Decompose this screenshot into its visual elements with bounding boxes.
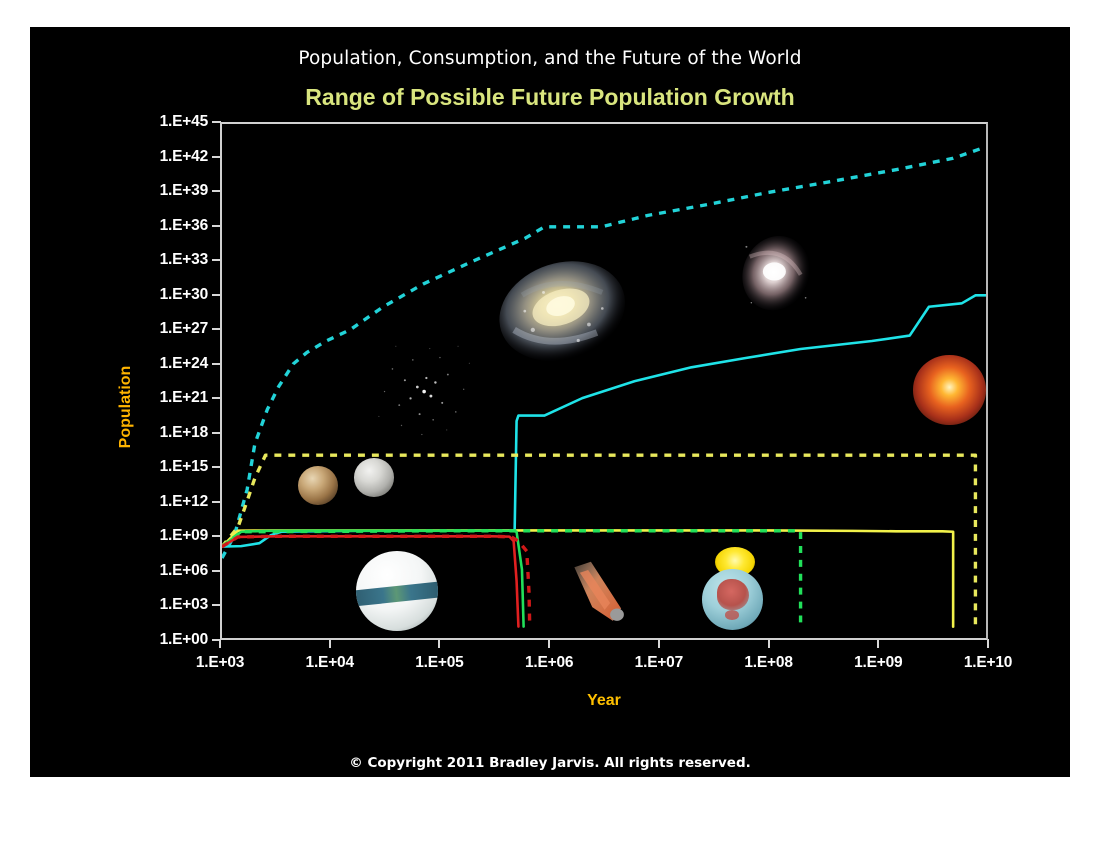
y-tick-label: 1.E+36 — [159, 216, 209, 234]
x-axis-tick — [877, 639, 880, 648]
series-moderate-growth-solid — [222, 529, 525, 628]
y-tick-label: 1.E+39 — [159, 182, 209, 200]
series-high-growth-solid — [222, 294, 986, 548]
series-layer — [222, 145, 986, 628]
y-tick-label: 1.E+21 — [159, 389, 209, 407]
y-tick-label: 1.E+15 — [159, 458, 209, 476]
x-axis-tick — [767, 639, 770, 648]
x-axis-title: Year — [587, 692, 621, 709]
y-tick-label: 1.E+00 — [159, 631, 209, 648]
spiral-galaxy-large-icon — [499, 261, 625, 362]
x-axis-tick — [987, 639, 989, 648]
x-tick-label: 1.E+06 — [524, 654, 574, 671]
x-tick-label: 1.E+07 — [634, 654, 684, 671]
y-axis-tick — [212, 604, 221, 607]
y-tick-label: 1.E+06 — [159, 561, 209, 579]
slide-subtitle: Population, Consumption, and the Future … — [298, 48, 802, 69]
y-axis-tick — [212, 569, 221, 572]
y-tick-label: 1.E+12 — [159, 492, 209, 510]
x-axis-tick — [328, 639, 331, 648]
moon-planet-icon — [354, 458, 394, 497]
y-tick-label: 1.E+18 — [159, 423, 209, 441]
series-declining-solid — [222, 535, 520, 628]
y-axis-tick — [212, 190, 221, 193]
x-axis-tick — [438, 639, 441, 648]
y-tick-label: 1.E+45 — [159, 113, 209, 130]
y-tick-label: 1.E+24 — [159, 354, 209, 372]
terraformed-planet-icon — [696, 547, 776, 633]
comet-icon — [574, 561, 624, 621]
x-tick-label: 1.E+03 — [195, 654, 245, 671]
x-tick-label: 1.E+10 — [963, 654, 1013, 671]
mars-planet-icon — [298, 465, 339, 505]
y-axis-tick — [212, 259, 221, 262]
series-sustainable-solid — [222, 529, 955, 628]
x-axis-tick — [548, 639, 551, 648]
y-tick-label: 1.E+42 — [159, 147, 209, 165]
y-axis-tick — [212, 121, 221, 123]
x-tick-label: 1.E+08 — [744, 654, 793, 671]
y-axis-tick — [212, 431, 221, 434]
series-declining-dotted — [222, 534, 532, 627]
y-axis-tick — [212, 535, 221, 538]
chart-canvas: Population, Consumption, and the Future … — [30, 27, 1070, 777]
x-tick-label: 1.E+09 — [854, 654, 903, 671]
space-imagery-layer — [222, 124, 986, 638]
y-axis-tick — [212, 293, 221, 296]
y-axis-tick — [212, 397, 221, 400]
spiral-galaxy-small-icon — [742, 235, 810, 311]
red-giant-star-icon — [913, 355, 986, 425]
y-tick-label: 1.E+03 — [159, 596, 209, 614]
series-moderate-growth-dotted — [222, 529, 803, 627]
y-axis-tick — [212, 224, 221, 227]
snowball-earth-icon — [355, 550, 439, 631]
y-tick-label: 1.E+33 — [159, 251, 209, 269]
x-axis-tick — [657, 639, 660, 648]
y-tick-label: 1.E+09 — [159, 527, 209, 545]
y-tick-label: 1.E+27 — [159, 320, 209, 338]
page-title: Range of Possible Future Population Grow… — [305, 84, 795, 110]
plot-area — [220, 122, 988, 640]
star-cluster-icon — [378, 345, 471, 435]
y-axis-tick — [212, 155, 221, 158]
y-axis-tick — [212, 639, 221, 641]
series-sustainable-high-dotted — [222, 453, 978, 627]
y-axis-tick — [212, 328, 221, 331]
y-tick-label: 1.E+30 — [159, 285, 209, 303]
x-axis-tick — [219, 639, 221, 648]
y-axis-tick — [212, 500, 221, 503]
y-axis-title: Population — [117, 365, 134, 449]
x-tick-label: 1.E+04 — [305, 654, 355, 671]
series-maximum-growth-dotted — [222, 145, 986, 559]
x-tick-label: 1.E+05 — [415, 654, 464, 671]
y-axis-tick — [212, 466, 221, 469]
y-axis-tick — [212, 362, 221, 365]
copyright-notice: © Copyright 2011 Bradley Jarvis. All rig… — [349, 755, 751, 771]
